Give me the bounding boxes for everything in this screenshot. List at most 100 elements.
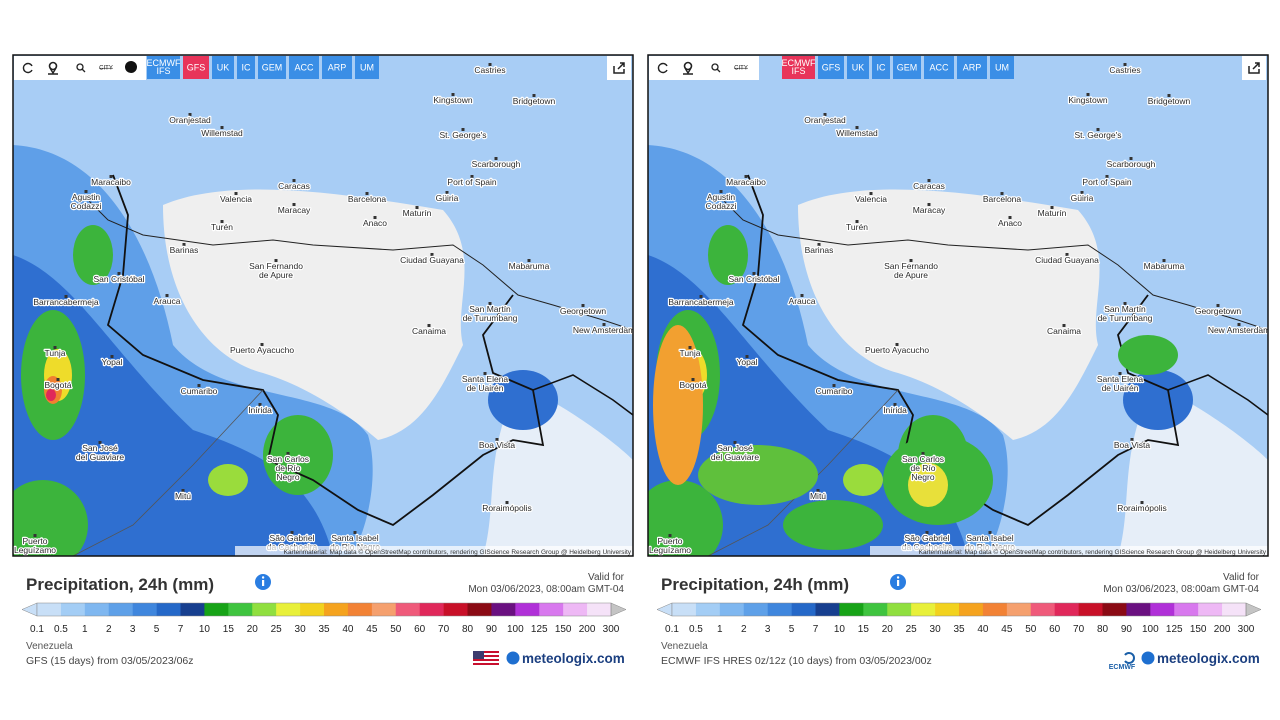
place-marker <box>668 534 672 537</box>
reload-icon <box>657 62 668 74</box>
place-label: Codazzi <box>706 201 737 211</box>
zoom-button[interactable] <box>76 63 86 73</box>
model-button[interactable] <box>147 56 180 79</box>
model-button-label[interactable]: GFS <box>187 62 206 72</box>
model-button-label[interactable]: ECMWF IFS <box>147 58 181 76</box>
model-button-label[interactable]: ACC <box>929 62 949 72</box>
model-button[interactable] <box>183 56 209 79</box>
model-button[interactable] <box>818 56 844 79</box>
place-label: Mitú <box>175 491 191 501</box>
place-label: de Uairén <box>1102 383 1139 393</box>
legend-tick-label: 7 <box>813 624 819 635</box>
place-marker <box>1008 216 1012 219</box>
legend-tick-label: 100 <box>507 624 524 635</box>
model-button[interactable] <box>847 56 869 79</box>
model-button-label[interactable]: UK <box>217 62 230 72</box>
dark-mode-button[interactable] <box>125 61 137 73</box>
model-button-label[interactable]: GEM <box>262 62 283 72</box>
model-button-label[interactable]: GFS <box>822 62 841 72</box>
model-button[interactable] <box>957 56 987 79</box>
place-marker <box>602 323 606 326</box>
model-button-label[interactable]: ECMWF IFS <box>782 58 816 76</box>
city-toggle[interactable]: CITY <box>99 66 113 72</box>
model-button-label[interactable]: IC <box>877 62 887 72</box>
place-marker <box>415 206 419 209</box>
zoom-icon <box>711 63 719 71</box>
model-button[interactable] <box>924 56 954 79</box>
place-label: San José <box>717 443 753 453</box>
location-button[interactable] <box>48 61 58 75</box>
place-marker <box>988 531 992 534</box>
reload-button[interactable] <box>657 62 668 74</box>
legend-tick-label: 150 <box>555 624 572 635</box>
model-button[interactable] <box>782 56 815 79</box>
model-button[interactable] <box>990 56 1014 79</box>
model-button-label[interactable]: IC <box>242 62 252 72</box>
legend-tick-label: 125 <box>1166 624 1183 635</box>
model-button-label[interactable]: UM <box>360 62 374 72</box>
place-label: San Carlos <box>902 454 944 464</box>
place-label: Valencia <box>220 194 252 204</box>
place-label: Cumaribo <box>816 386 853 396</box>
model-button-label[interactable]: ARP <box>963 62 982 72</box>
share-button[interactable] <box>607 56 631 80</box>
model-button[interactable] <box>212 56 234 79</box>
legend-swatch <box>467 603 492 616</box>
place-label: San Cristóbal <box>728 274 779 284</box>
place-label: San Fernando <box>249 261 303 271</box>
city-toggle[interactable]: CITY <box>734 66 748 72</box>
place-marker <box>1130 438 1134 441</box>
place-marker <box>921 452 925 455</box>
map[interactable]: Castries Kingstown Bridgetown Oranjestad Wil… <box>0 55 635 570</box>
place-marker <box>220 126 224 129</box>
legend-tick-label: 3 <box>765 624 771 635</box>
place-label: Mabaruma <box>509 261 550 271</box>
share-button[interactable] <box>1242 56 1266 80</box>
place-label: Caracas <box>278 181 310 191</box>
place-label: Oranjestad <box>169 115 211 125</box>
place-label: Arauca <box>789 296 816 306</box>
reload-button[interactable] <box>22 62 33 74</box>
legend-tick-label: 25 <box>906 624 918 635</box>
model-button[interactable] <box>322 56 352 79</box>
model-button[interactable] <box>258 56 286 79</box>
place-marker <box>1096 128 1100 131</box>
model-button[interactable] <box>289 56 319 79</box>
pin-icon <box>683 67 693 75</box>
place-label: Santa Isabel <box>331 533 378 543</box>
place-marker <box>197 384 201 387</box>
legend-swatch <box>347 603 373 616</box>
place-marker <box>1062 324 1066 327</box>
place-label: de Turumbang <box>1098 313 1153 323</box>
legend-swatch <box>156 603 181 616</box>
model-button[interactable] <box>237 56 255 79</box>
model-button-label[interactable]: UK <box>852 62 865 72</box>
place-label: Negro <box>911 472 934 482</box>
legend-swatch <box>37 603 62 616</box>
legend-tick-label: 5 <box>154 624 160 635</box>
valid-label: Valid for <box>1223 572 1260 583</box>
model-button[interactable] <box>355 56 379 79</box>
map[interactable]: Castries Kingstown Bridgetown Oranjestad Wil… <box>633 55 1270 570</box>
model-button[interactable] <box>872 56 890 79</box>
zoom-button[interactable] <box>711 63 721 73</box>
model-button-label[interactable]: GEM <box>897 62 918 72</box>
legend-tick-label: 125 <box>531 624 548 635</box>
legend-swatch <box>324 603 349 616</box>
legend-frame <box>36 602 612 617</box>
place-label: Roraimópolis <box>482 503 532 513</box>
flag-stripe <box>473 657 499 659</box>
model-button-label[interactable]: ACC <box>294 62 314 72</box>
toolbar <box>14 56 146 80</box>
place-marker <box>292 179 296 182</box>
location-button[interactable] <box>683 61 693 75</box>
place-label: Roraimópolis <box>1117 503 1167 513</box>
place-label: Caracas <box>913 181 945 191</box>
model-button[interactable] <box>893 56 921 79</box>
place-label: Turén <box>211 222 233 232</box>
legend-tick-label: 2 <box>741 624 747 635</box>
place-label: Barrancabermeja <box>33 297 98 307</box>
place-marker <box>292 203 296 206</box>
model-button-label[interactable]: ARP <box>328 62 347 72</box>
model-button-label[interactable]: UM <box>995 62 1009 72</box>
